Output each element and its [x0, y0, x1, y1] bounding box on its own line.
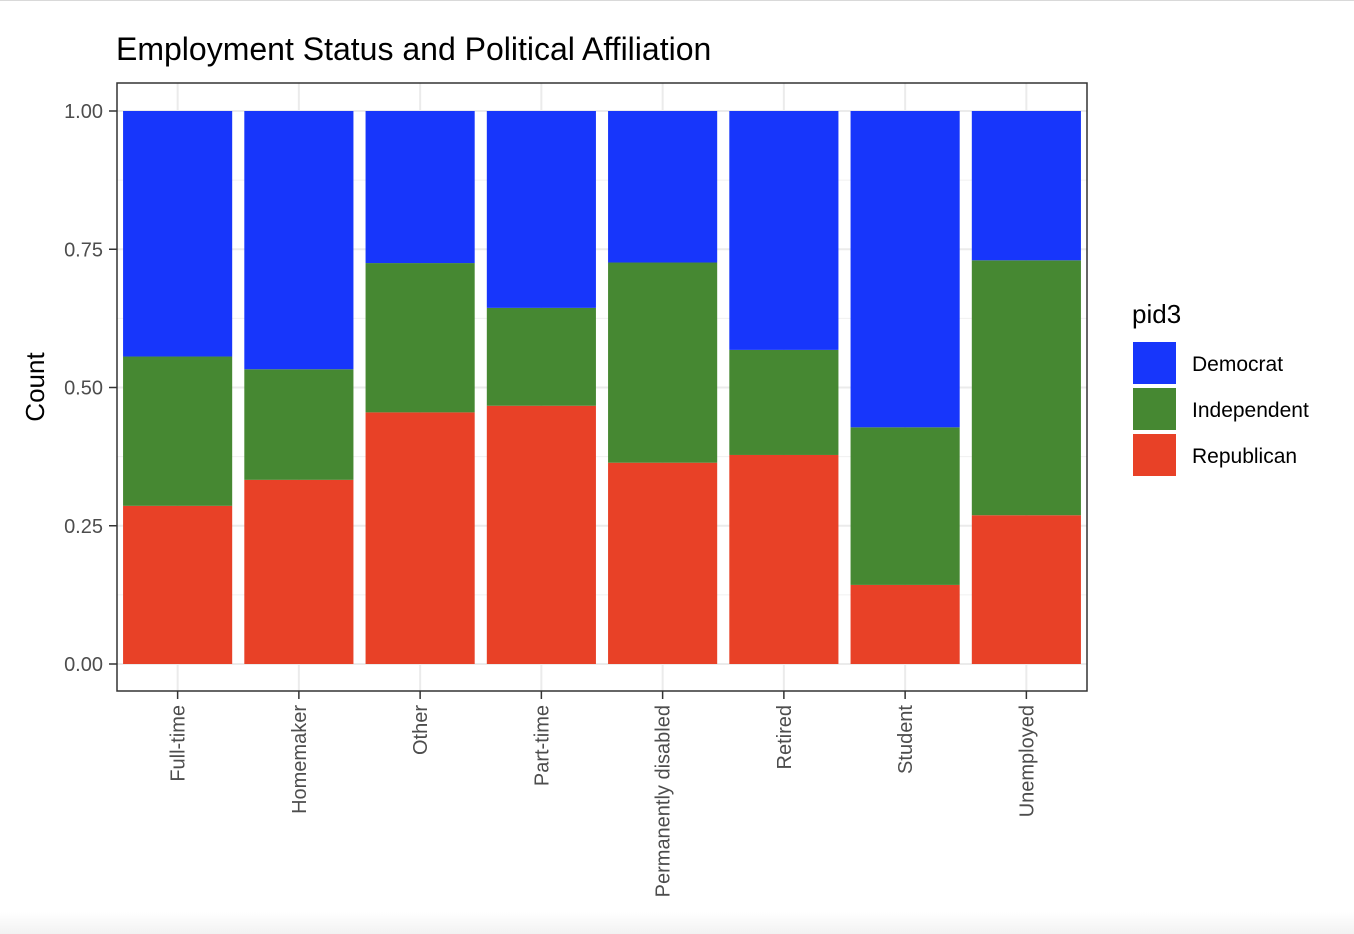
- x-tick-label: Unemployed: [1016, 705, 1038, 817]
- y-tick-label: 0.25: [64, 516, 103, 538]
- bar-segment-democrat: [486, 111, 596, 308]
- legend-title: pid3: [1132, 299, 1181, 329]
- bar-segment-democrat: [850, 111, 960, 428]
- bar-segment-democrat: [365, 111, 475, 264]
- bar-segment-republican: [244, 479, 354, 664]
- bar-segment-independent: [608, 262, 718, 463]
- bar-segment-independent: [971, 260, 1081, 516]
- bar-segment-democrat: [123, 111, 233, 357]
- bar-segment-republican: [365, 412, 475, 664]
- x-tick-label: Retired: [774, 705, 796, 769]
- bar-segment-independent: [244, 369, 354, 480]
- legend-label-democrat: Democrat: [1192, 353, 1283, 376]
- window-top-rule: [0, 0, 1354, 1]
- legend-swatch-independent: [1133, 388, 1176, 430]
- bar-segment-democrat: [729, 111, 839, 350]
- y-axis-title: Count: [20, 352, 50, 422]
- bars: [123, 111, 1081, 664]
- chart-title: Employment Status and Political Affiliat…: [116, 31, 711, 67]
- x-tick-label: Part-time: [531, 705, 553, 786]
- bar-segment-independent: [729, 349, 839, 455]
- bar-segment-republican: [971, 515, 1081, 664]
- x-tick-label: Other: [410, 705, 432, 755]
- y-tick-label: 1.00: [64, 101, 103, 123]
- legend-swatch-democrat: [1133, 342, 1176, 384]
- bar-segment-democrat: [608, 111, 718, 263]
- bar-segment-republican: [850, 584, 960, 664]
- window-bottom-band: [0, 912, 1354, 934]
- bar-segment-democrat: [244, 111, 354, 370]
- bar-segment-republican: [729, 454, 839, 664]
- bar-segment-independent: [850, 427, 960, 585]
- legend-label-independent: Independent: [1192, 399, 1309, 422]
- x-tick-label: Permanently disabled: [653, 705, 675, 897]
- bar-segment-republican: [608, 462, 718, 664]
- legend-swatch-republican: [1133, 434, 1176, 476]
- y-tick-label: 0.00: [64, 654, 103, 676]
- x-tick-label: Full-time: [168, 705, 190, 782]
- legend-label-republican: Republican: [1192, 445, 1297, 468]
- x-tick-label: Student: [895, 705, 917, 774]
- bar-segment-independent: [123, 356, 233, 506]
- legend: pid3 Democrat Independent Republican: [1132, 299, 1309, 476]
- bar-segment-independent: [486, 307, 596, 406]
- bar-segment-democrat: [971, 111, 1081, 261]
- y-tick-label: 0.50: [64, 378, 103, 400]
- y-tick-label: 0.75: [64, 239, 103, 261]
- bar-segment-independent: [365, 263, 475, 413]
- x-tick-label: Homemaker: [289, 705, 311, 814]
- bar-segment-republican: [486, 405, 596, 664]
- bar-segment-republican: [123, 505, 233, 664]
- axes: 0.00 0.25 0.50 0.75 1.00 Full-time Homemaker Ot…: [64, 82, 1088, 897]
